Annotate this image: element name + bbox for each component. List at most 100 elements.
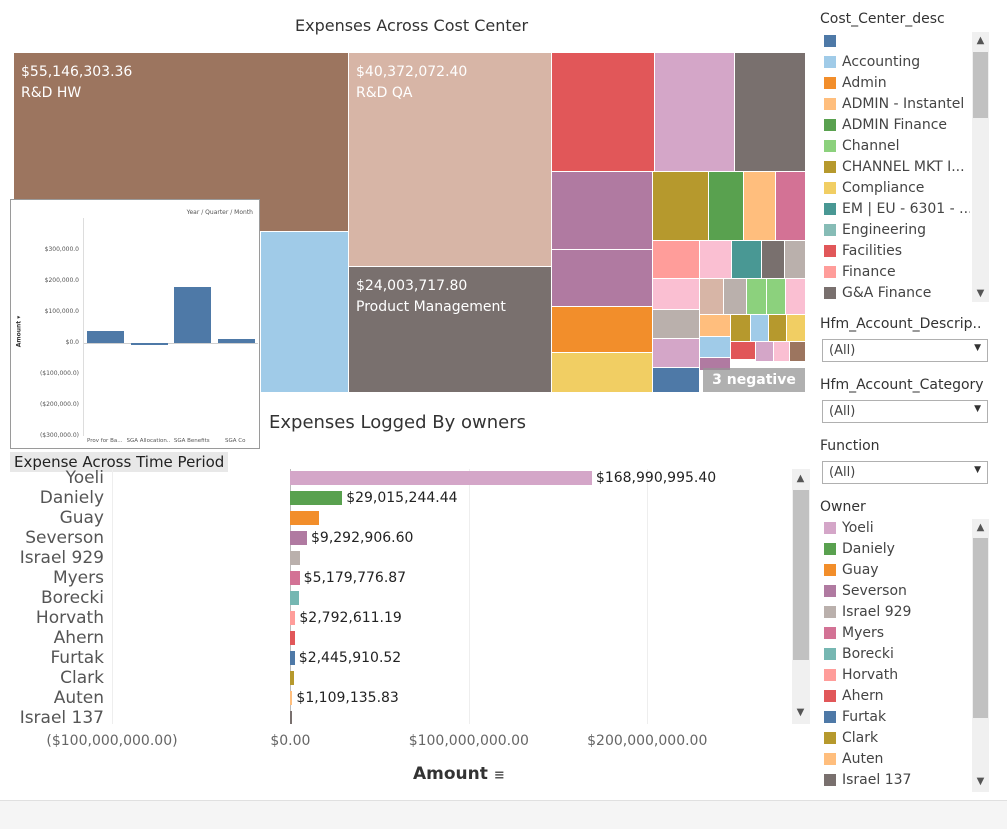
popup-bar[interactable] bbox=[130, 343, 168, 345]
owner-name[interactable]: Horvath bbox=[35, 608, 104, 628]
owner-name[interactable]: Furtak bbox=[50, 648, 104, 668]
legend-item[interactable]: Ahern bbox=[824, 686, 970, 707]
function-dropdown[interactable]: (All) ▼ bbox=[822, 461, 988, 484]
owner-name[interactable]: Ahern bbox=[53, 628, 104, 648]
popup-bar[interactable] bbox=[87, 331, 125, 343]
owner-name[interactable]: Israel 929 bbox=[19, 548, 104, 568]
owner-name[interactable]: Auten bbox=[53, 688, 104, 708]
treemap-cell[interactable] bbox=[786, 314, 806, 342]
legend-item[interactable]: Admin bbox=[824, 73, 970, 94]
legend-item[interactable]: Yoeli bbox=[824, 518, 970, 539]
treemap-cell[interactable] bbox=[775, 171, 806, 241]
owner-bar[interactable] bbox=[290, 511, 319, 525]
legend-item[interactable]: Compliance bbox=[824, 178, 970, 199]
treemap-cell[interactable] bbox=[746, 278, 767, 315]
legend-item[interactable]: ADMIN Finance bbox=[824, 115, 970, 136]
treemap-cell-accounting[interactable] bbox=[260, 231, 349, 393]
treemap-cell[interactable] bbox=[652, 278, 700, 310]
legend-item[interactable]: Auten bbox=[824, 749, 970, 770]
cost-center-scrollbar-thumb[interactable] bbox=[973, 52, 988, 118]
owners-scrollbar-thumb[interactable] bbox=[793, 490, 809, 660]
popup-bar[interactable] bbox=[174, 286, 212, 343]
owner-bar[interactable] bbox=[290, 691, 293, 705]
treemap-cell[interactable] bbox=[551, 352, 655, 393]
hfm-category-dropdown[interactable]: (All) ▼ bbox=[822, 400, 988, 423]
legend-item[interactable]: Daniely bbox=[824, 539, 970, 560]
treemap-cell-rnd-qa[interactable]: $40,372,072.40 R&D QA bbox=[348, 52, 552, 267]
legend-item[interactable]: Furtak bbox=[824, 707, 970, 728]
treemap-cell[interactable] bbox=[551, 249, 655, 307]
treemap-cell[interactable] bbox=[708, 171, 744, 241]
chevron-down-icon[interactable]: ▼ bbox=[974, 465, 981, 475]
owner-bar[interactable] bbox=[290, 591, 300, 605]
treemap-cell[interactable] bbox=[785, 278, 806, 315]
owner-name[interactable]: Daniely bbox=[39, 488, 104, 508]
owner-name[interactable]: Israel 137 bbox=[19, 708, 104, 724]
legend-item[interactable]: Myers bbox=[824, 623, 970, 644]
legend-item[interactable]: Israel 929 bbox=[824, 602, 970, 623]
owners-scroll-up-icon[interactable]: ▲ bbox=[796, 473, 805, 484]
owner-bar[interactable] bbox=[290, 491, 343, 505]
legend-item[interactable]: Severson bbox=[824, 581, 970, 602]
legend-item[interactable]: Facilities bbox=[824, 241, 970, 262]
owners-scroll-down-icon[interactable]: ▼ bbox=[796, 707, 805, 718]
treemap-cell[interactable] bbox=[761, 240, 785, 279]
treemap-cell[interactable] bbox=[699, 336, 731, 358]
treemap-cell[interactable] bbox=[766, 278, 786, 315]
hfm-desc-dropdown[interactable]: (All) ▼ bbox=[822, 339, 988, 362]
owner-scroll-down-icon[interactable]: ▼ bbox=[976, 776, 985, 787]
owner-name[interactable]: Myers bbox=[52, 568, 104, 588]
owner-name[interactable]: Borecki bbox=[40, 588, 104, 608]
treemap-cell[interactable] bbox=[755, 341, 774, 362]
legend-item[interactable]: Finance bbox=[824, 262, 970, 283]
legend-item[interactable]: ADMIN - Instantel bbox=[824, 94, 970, 115]
treemap-cell[interactable] bbox=[730, 314, 751, 342]
treemap-cell[interactable] bbox=[551, 306, 655, 353]
owner-bar[interactable] bbox=[290, 631, 296, 645]
treemap-cell[interactable] bbox=[699, 240, 732, 279]
owner-name[interactable]: Clark bbox=[60, 668, 104, 688]
treemap-cell[interactable] bbox=[789, 341, 806, 362]
legend-item[interactable]: Guay bbox=[824, 560, 970, 581]
treemap-cell[interactable] bbox=[551, 52, 655, 172]
treemap-cell[interactable] bbox=[699, 314, 731, 337]
treemap-cell[interactable] bbox=[652, 309, 700, 339]
owner-legend-scrollbar-thumb[interactable] bbox=[973, 538, 988, 718]
cost-center-scroll-up-icon[interactable]: ▲ bbox=[976, 35, 985, 46]
chevron-down-icon[interactable]: ▼ bbox=[974, 404, 981, 414]
legend-item[interactable]: EM | EU - 6301 - ... bbox=[824, 199, 970, 220]
chevron-down-icon[interactable]: ▼ bbox=[974, 343, 981, 353]
treemap-cell[interactable] bbox=[652, 367, 700, 393]
treemap-cell[interactable] bbox=[652, 338, 700, 368]
owner-bar[interactable] bbox=[290, 611, 296, 625]
owner-name[interactable]: Yoeli bbox=[65, 469, 104, 488]
treemap-cell[interactable] bbox=[734, 52, 806, 172]
treemap-cell-product-management[interactable]: $24,003,717.80 Product Management bbox=[348, 266, 552, 393]
owner-bar[interactable] bbox=[290, 531, 307, 545]
negative-values-badge[interactable]: 3 negative bbox=[703, 368, 805, 392]
owner-scroll-up-icon[interactable]: ▲ bbox=[976, 522, 985, 533]
owner-bar[interactable] bbox=[290, 671, 294, 685]
treemap-cell[interactable] bbox=[723, 278, 747, 315]
treemap-cell[interactable] bbox=[773, 341, 790, 362]
popup-bar[interactable] bbox=[217, 339, 255, 343]
treemap-cell[interactable] bbox=[652, 240, 700, 279]
legend-item[interactable]: CHANNEL MKT I... bbox=[824, 157, 970, 178]
owner-name[interactable]: Severson bbox=[25, 528, 104, 548]
treemap-cell[interactable] bbox=[750, 314, 769, 342]
sort-icon[interactable]: ≡ bbox=[493, 768, 505, 783]
treemap-cell[interactable] bbox=[730, 341, 756, 360]
legend-item[interactable]: Clark bbox=[824, 728, 970, 749]
owner-bar[interactable] bbox=[290, 711, 293, 724]
legend-item[interactable] bbox=[824, 31, 970, 52]
owner-bar[interactable] bbox=[290, 471, 592, 485]
owner-name[interactable]: Guay bbox=[59, 508, 104, 528]
treemap-cell[interactable] bbox=[768, 314, 787, 342]
legend-item[interactable]: Borecki bbox=[824, 644, 970, 665]
treemap-cell[interactable] bbox=[784, 240, 806, 279]
treemap-cell[interactable] bbox=[731, 240, 762, 279]
legend-item[interactable]: Accounting bbox=[824, 52, 970, 73]
owner-bar[interactable] bbox=[290, 571, 300, 585]
legend-item[interactable]: G&A Finance bbox=[824, 283, 970, 304]
legend-item[interactable]: Horvath bbox=[824, 665, 970, 686]
